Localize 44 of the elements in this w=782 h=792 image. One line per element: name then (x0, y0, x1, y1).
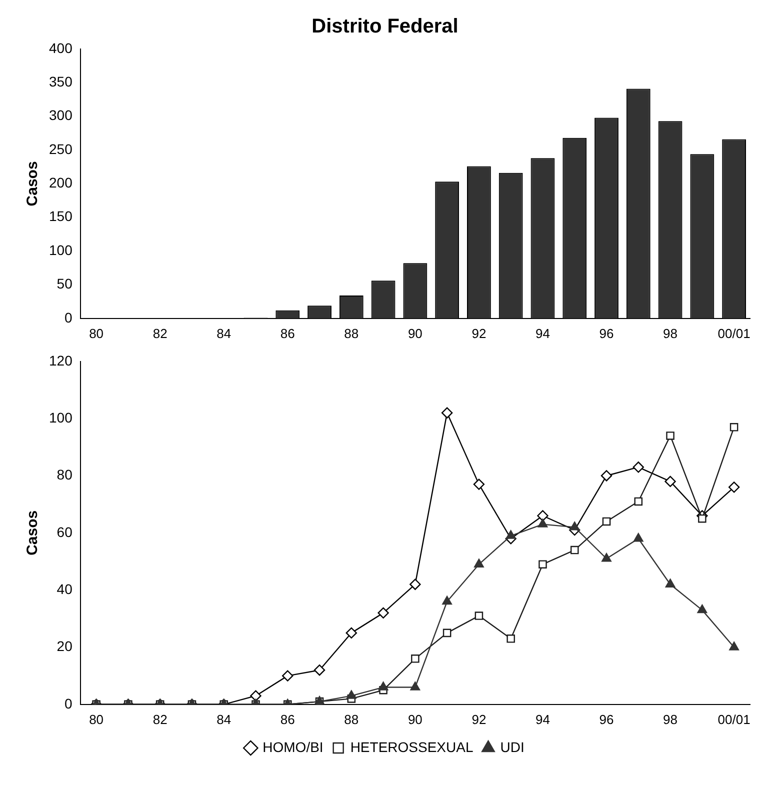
x-tick-label: 88 (344, 712, 359, 727)
x-tick-label: 92 (472, 326, 486, 341)
x-tick-label: 82 (152, 326, 168, 341)
y-axis-title: Casos (24, 510, 42, 556)
y-tick-label: 100 (49, 409, 73, 426)
y-tick-label: 300 (49, 107, 73, 124)
y-tick-label: 150 (49, 208, 73, 224)
y-tick-label: 40 (56, 580, 73, 597)
x-tick-label: 98 (663, 326, 678, 341)
x-tick-label: 90 (408, 326, 422, 341)
y-tick-label: 80 (56, 466, 73, 483)
y-tick-label: 0 (64, 695, 73, 712)
x-tick-label: 84 (216, 326, 232, 341)
x-tick-label: 80 (89, 712, 104, 727)
x-tick-label: 00/01 (718, 712, 750, 727)
y-tick-label: 50 (56, 276, 73, 292)
y-tick-label: 350 (49, 74, 73, 90)
x-tick-label: 92 (472, 712, 486, 727)
chart-title: Distrito Federal (312, 16, 458, 38)
y-tick-label: 200 (49, 174, 73, 191)
x-tick-label: 86 (280, 712, 295, 727)
y-axis-title: Casos (24, 161, 42, 206)
x-tick-label: 82 (152, 712, 168, 727)
legend-label: HETEROSSEXUAL (350, 738, 474, 755)
y-tick-label: 100 (49, 242, 73, 258)
x-tick-label: 80 (89, 326, 104, 341)
y-tick-label: 20 (56, 638, 73, 654)
x-tick-label: 94 (535, 326, 550, 341)
y-tick-label: 120 (49, 352, 73, 368)
legend-label: HOMO/BI (262, 738, 324, 755)
x-tick-label: 94 (535, 712, 550, 727)
x-tick-label: 96 (599, 712, 614, 727)
y-tick-label: 0 (64, 309, 73, 326)
x-tick-label: 00/01 (718, 326, 750, 341)
x-tick-label: 90 (408, 712, 422, 727)
x-tick-label: 96 (599, 326, 614, 341)
y-tick-label: 250 (49, 140, 73, 157)
x-tick-label: 86 (280, 326, 295, 341)
y-tick-label: 60 (56, 524, 73, 540)
x-tick-label: 84 (216, 712, 232, 727)
y-tick-label: 400 (49, 40, 73, 56)
x-tick-label: 98 (663, 712, 678, 727)
x-tick-label: 88 (344, 326, 359, 341)
legend-label: UDI (500, 738, 524, 755)
